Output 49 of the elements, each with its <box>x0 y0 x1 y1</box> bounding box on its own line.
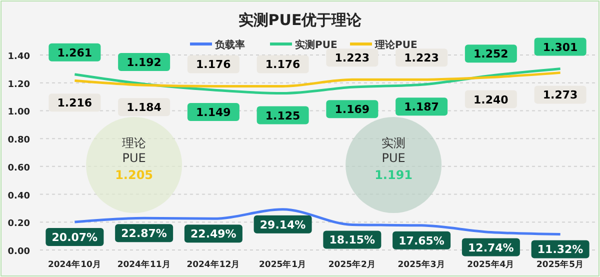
data-label: 1.273 <box>542 88 578 102</box>
legend-label: 理论PUE <box>374 39 418 51</box>
data-label: 18.15% <box>329 234 376 247</box>
data-label: 1.223 <box>334 52 370 65</box>
x-tick-label: 2024年12月 <box>186 259 240 270</box>
data-label: 1.216 <box>57 96 92 110</box>
y-tick-label: 0.80 <box>8 136 30 146</box>
data-label: 29.14% <box>260 218 306 232</box>
data-label: 1.176 <box>265 58 301 72</box>
x-tick-label: 2024年11月 <box>117 259 171 270</box>
x-tick-label: 2024年10月 <box>48 259 102 270</box>
annotation: 1.205 <box>115 168 154 182</box>
data-label: 11.32% <box>537 243 584 256</box>
y-tick-label: 0.00 <box>8 247 30 257</box>
y-tick-label: 1.00 <box>8 108 30 118</box>
y-tick-label: 0.60 <box>8 163 30 174</box>
data-label: 1.240 <box>474 93 509 106</box>
annotation: 实测 PUE <box>382 136 406 165</box>
data-label: 1.192 <box>126 56 162 69</box>
data-label: 17.65% <box>398 234 444 248</box>
data-label: 20.07% <box>52 231 98 244</box>
x-tick-label: 2025年1月 <box>259 259 307 270</box>
annotation: 1.191 <box>374 168 413 182</box>
y-tick-label: 0.20 <box>8 219 30 230</box>
data-label: 1.261 <box>57 46 92 60</box>
data-label: 22.87% <box>121 227 167 240</box>
x-tick-label: 2025年4月 <box>467 259 515 270</box>
legend-label: 负载率 <box>214 39 245 51</box>
x-tick-label: 2025年2月 <box>328 259 376 270</box>
data-label: 1.252 <box>474 48 508 61</box>
data-label: 1.187 <box>404 100 439 114</box>
data-label: 1.184 <box>126 101 162 114</box>
data-label: 1.176 <box>196 58 232 72</box>
line-series <box>73 71 562 88</box>
annotation: 理论 PUE <box>122 136 146 165</box>
x-tick-label: 2025年5月 <box>536 259 584 270</box>
data-label: 1.169 <box>334 103 370 116</box>
y-tick-label: 1.40 <box>8 52 30 62</box>
chart-title: 实测PUE优于理论 <box>238 11 363 29</box>
data-label: 1.125 <box>265 109 300 122</box>
data-label: 12.74% <box>468 241 514 254</box>
legend-label: 实测PUE <box>295 39 338 51</box>
data-label: 1.301 <box>542 40 578 54</box>
data-label: 1.149 <box>196 106 231 119</box>
y-tick-label: 0.40 <box>8 191 30 202</box>
data-label: 22.49% <box>190 228 236 241</box>
x-tick-label: 2025年3月 <box>398 259 446 270</box>
data-label: 1.223 <box>404 52 439 65</box>
y-tick-label: 1.20 <box>8 80 30 90</box>
